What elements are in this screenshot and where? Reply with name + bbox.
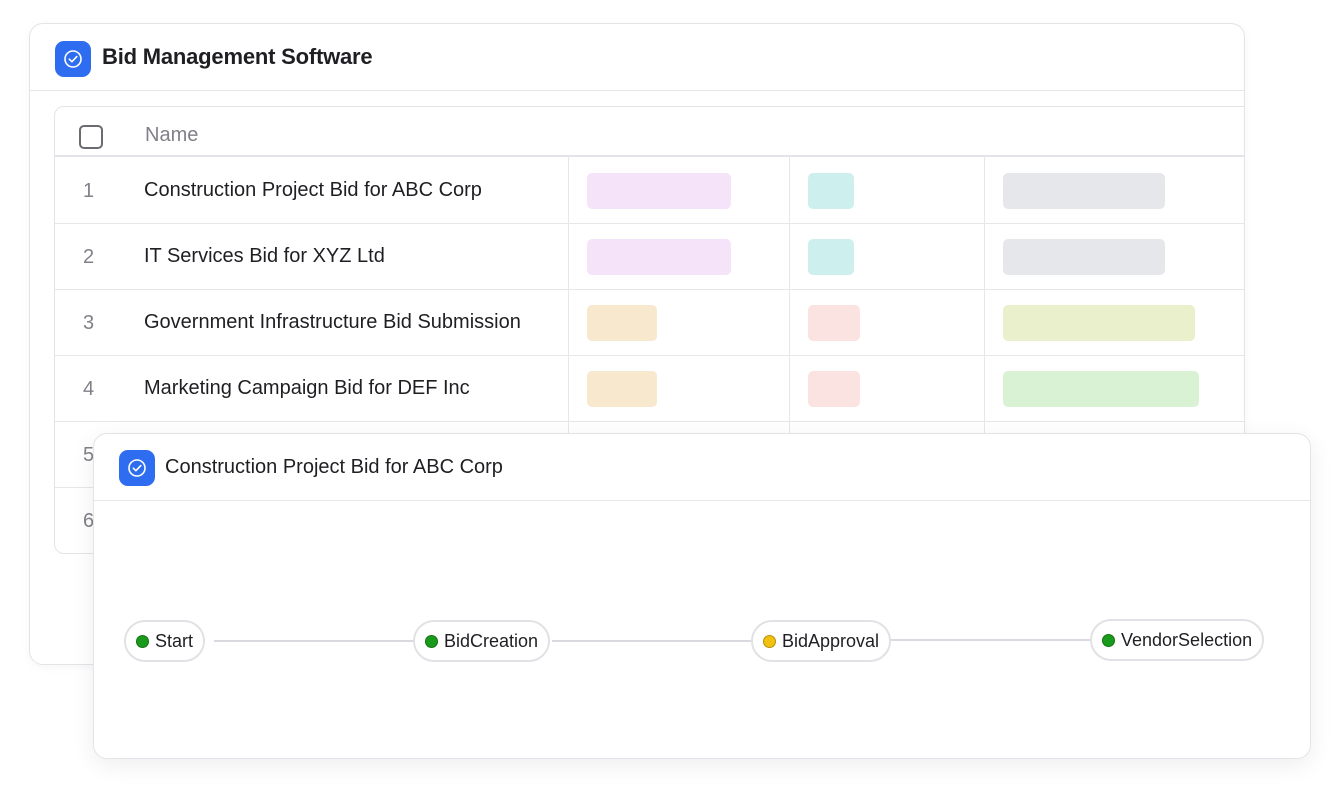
tag-placeholder[interactable]: [587, 173, 731, 209]
flow-connector: [214, 640, 414, 642]
check-circle-icon: [55, 41, 91, 77]
tag-placeholder[interactable]: [808, 239, 854, 275]
flow-node-label: Start: [155, 630, 194, 651]
tag-placeholder[interactable]: [1003, 305, 1195, 341]
tag-placeholder[interactable]: [1003, 173, 1165, 209]
row-name[interactable]: IT Services Bid for XYZ Ltd: [144, 245, 385, 267]
workflow-window: Construction Project Bid for ABC Corp St…: [93, 433, 1311, 759]
tag-placeholder[interactable]: [808, 305, 860, 341]
flow-node-bidcreation[interactable]: BidCreation: [413, 620, 551, 662]
row-number: 2: [83, 246, 95, 268]
tag-placeholder[interactable]: [808, 173, 854, 209]
status-dot-icon: [1102, 633, 1115, 647]
check-circle-icon: [119, 450, 155, 486]
flow-node-label: VendorSelection: [1121, 629, 1253, 650]
table-row[interactable]: 4 Marketing Campaign Bid for DEF Inc: [55, 356, 1244, 422]
flow-node-label: BidCreation: [444, 630, 539, 651]
table-row[interactable]: 6: [55, 488, 1244, 553]
table-row[interactable]: 2 IT Services Bid for XYZ Ltd: [55, 224, 1244, 290]
tag-placeholder[interactable]: [1003, 239, 1165, 275]
row-number: 3: [83, 312, 95, 334]
row-number: 1: [83, 180, 95, 202]
flow-node-bidapproval[interactable]: BidApproval: [751, 620, 892, 662]
window-header: Bid Management Software: [30, 24, 1244, 91]
workflow-title: Construction Project Bid for ABC Corp: [165, 456, 503, 478]
flow-node-label: BidApproval: [782, 630, 880, 651]
flow-connector: [891, 639, 1091, 641]
flow-node-vendorselection[interactable]: VendorSelection: [1090, 619, 1265, 661]
table-row[interactable]: 3 Government Infrastructure Bid Submissio…: [55, 290, 1244, 356]
column-header-name[interactable]: Name: [145, 124, 199, 146]
tag-placeholder[interactable]: [587, 371, 657, 407]
flow-connector: [552, 640, 752, 642]
row-number: 4: [83, 378, 95, 400]
tag-placeholder[interactable]: [587, 239, 731, 275]
row-name[interactable]: Government Infrastructure Bid Submission: [144, 311, 521, 333]
tag-placeholder[interactable]: [587, 305, 657, 341]
tag-placeholder[interactable]: [808, 371, 860, 407]
row-name[interactable]: Marketing Campaign Bid for DEF Inc: [144, 377, 470, 399]
table-header: Name: [55, 107, 1244, 157]
row-name[interactable]: Construction Project Bid for ABC Corp: [144, 179, 482, 201]
row-number: 5: [83, 444, 95, 466]
workflow-header: Construction Project Bid for ABC Corp: [94, 434, 1310, 501]
tag-placeholder[interactable]: [1003, 371, 1199, 407]
flow-node-start[interactable]: Start: [124, 620, 206, 662]
status-dot-icon: [425, 634, 438, 648]
window-title: Bid Management Software: [102, 44, 373, 69]
status-dot-icon: [763, 634, 776, 648]
table-row[interactable]: 1 Construction Project Bid for ABC Corp: [55, 158, 1244, 224]
row-number: 6: [83, 510, 95, 532]
status-dot-icon: [136, 634, 149, 648]
select-all-checkbox[interactable]: [79, 125, 103, 149]
